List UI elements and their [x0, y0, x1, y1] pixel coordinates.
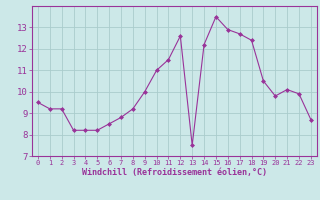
X-axis label: Windchill (Refroidissement éolien,°C): Windchill (Refroidissement éolien,°C): [82, 168, 267, 177]
